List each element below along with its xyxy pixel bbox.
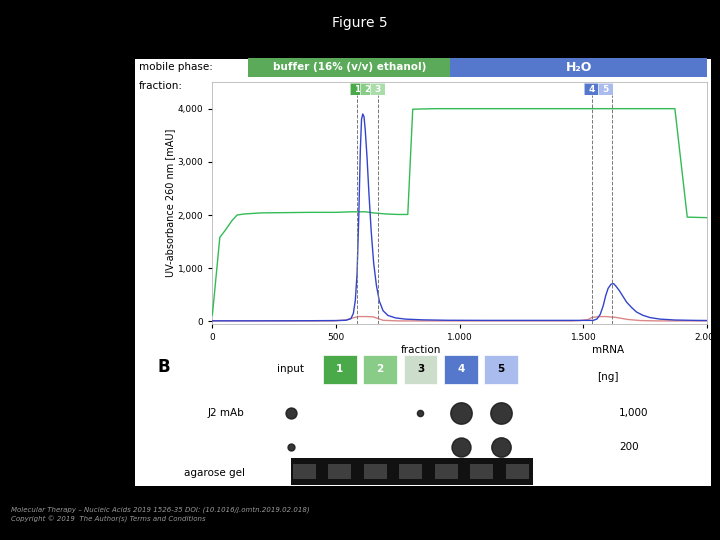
Text: Copyright © 2019  The Author(s) Terms and Conditions: Copyright © 2019 The Author(s) Terms and… <box>11 516 205 523</box>
Text: input: input <box>277 364 305 374</box>
Text: [ng]: [ng] <box>597 372 618 382</box>
Y-axis label: UV-absorbance 260 nm [mAU]: UV-absorbance 260 nm [mAU] <box>165 129 175 277</box>
Text: fraction:: fraction: <box>139 82 183 91</box>
Text: J2 mAb: J2 mAb <box>208 408 245 418</box>
Text: 4: 4 <box>457 364 464 374</box>
Text: fraction: fraction <box>400 345 441 355</box>
Text: agarose gel: agarose gel <box>184 468 245 478</box>
Text: mobile phase:: mobile phase: <box>139 63 213 72</box>
Text: 3: 3 <box>374 85 381 93</box>
Text: 1: 1 <box>354 85 360 93</box>
Point <box>495 409 507 417</box>
Text: 2: 2 <box>377 364 384 374</box>
Bar <box>435 464 458 478</box>
Text: buffer (16% (v/v) ethanol): buffer (16% (v/v) ethanol) <box>273 63 426 72</box>
Bar <box>470 464 493 478</box>
Text: 200: 200 <box>619 442 639 451</box>
Text: 1,000: 1,000 <box>619 408 649 418</box>
FancyBboxPatch shape <box>404 355 437 384</box>
Bar <box>248 58 450 77</box>
Text: A: A <box>101 58 114 77</box>
Text: B: B <box>158 357 171 376</box>
Text: 5: 5 <box>603 85 609 93</box>
X-axis label: Volume [ml]: Volume [ml] <box>426 346 494 356</box>
Text: Figure 5: Figure 5 <box>332 16 388 30</box>
Text: Molecular Therapy – Nucleic Acids 2019 1526-35 DOI: (10.1016/j.omtn.2019.02.018): Molecular Therapy – Nucleic Acids 2019 1… <box>11 506 310 512</box>
FancyBboxPatch shape <box>485 355 518 384</box>
FancyBboxPatch shape <box>444 355 477 384</box>
Point <box>455 442 467 451</box>
Bar <box>450 58 707 77</box>
Text: H₂O: H₂O <box>565 61 592 74</box>
Bar <box>364 464 387 478</box>
Text: 1: 1 <box>336 364 343 374</box>
Text: 3: 3 <box>417 364 424 374</box>
Point <box>285 409 297 417</box>
Bar <box>291 458 533 484</box>
Point <box>415 409 426 417</box>
Bar <box>399 464 422 478</box>
FancyBboxPatch shape <box>323 355 356 384</box>
Bar <box>505 464 528 478</box>
Text: mRNA: mRNA <box>592 345 624 355</box>
FancyBboxPatch shape <box>364 355 397 384</box>
Bar <box>292 464 315 478</box>
Bar <box>328 464 351 478</box>
Point <box>455 409 467 417</box>
Text: 2: 2 <box>364 85 371 93</box>
Text: 5: 5 <box>498 364 505 374</box>
Point <box>285 442 297 451</box>
Point <box>495 442 507 451</box>
Text: 4: 4 <box>589 85 595 93</box>
